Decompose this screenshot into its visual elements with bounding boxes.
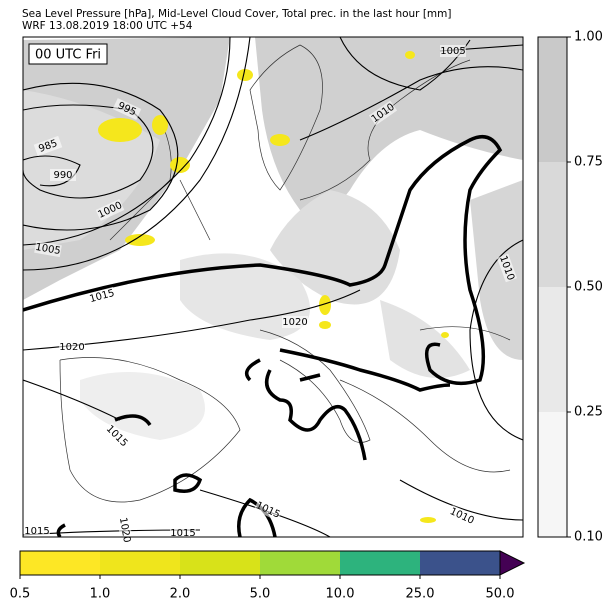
contour-label-bg <box>87 286 117 306</box>
colorbar-tick-label: 0.75 <box>574 155 603 170</box>
contour-label: 1020 <box>282 317 307 328</box>
cloud-colorbar: 0.10 0.25 0.50 0.75 1.00 <box>537 30 603 545</box>
contour-label-bg <box>33 135 63 157</box>
subtitle: WRF 13.08.2019 18:00 UTC +54 <box>22 20 193 32</box>
colorbar-segment <box>260 551 341 575</box>
contour-label: 1005 <box>34 242 61 257</box>
colorbar-extend <box>499 550 526 576</box>
colorbar-tick-label: 25.0 <box>406 587 435 602</box>
contour-label-bg <box>112 98 142 120</box>
colorbar-tick-label: 2.0 <box>170 587 191 602</box>
colorbar-tick-label: 0.50 <box>574 280 603 295</box>
contour-label-bg <box>440 45 466 57</box>
precip-colorbar: 0.5 1.0 2.0 5.0 10.0 25.0 50.0 <box>10 550 526 602</box>
contour-label: 1005 <box>440 46 465 57</box>
title: Sea Level Pressure [hPa], Mid-Level Clou… <box>22 8 452 20</box>
contour-label-bg <box>59 341 85 353</box>
contour-label: 1015 <box>170 528 195 539</box>
colorbar-segment <box>180 551 261 575</box>
time-label: 00 UTC Fri <box>35 48 101 63</box>
colorbar-segment <box>538 37 567 162</box>
contour-label-bg <box>170 527 196 539</box>
colorbar-segment <box>538 162 567 287</box>
contour-label-bg <box>103 422 131 450</box>
colorbar-segment <box>100 551 181 575</box>
colorbar-segment <box>420 551 501 575</box>
contour-label: 1020 <box>59 342 84 353</box>
colorbar-tick-label: 0.25 <box>574 405 603 420</box>
contour-label-bg <box>253 499 283 521</box>
colorbar-tick-label: 50.0 <box>486 587 515 602</box>
colorbar-tick-label: 1.0 <box>90 587 111 602</box>
map: 00 UTC Fri <box>23 37 523 537</box>
colorbar-tick-label: 10.0 <box>326 587 355 602</box>
contour-label-bg <box>95 199 125 221</box>
contour-label-bg <box>368 100 398 126</box>
colorbar-tick-label: 0.5 <box>10 587 31 602</box>
map-frame <box>22 36 524 538</box>
colorbar-tick-label: 5.0 <box>250 587 271 602</box>
contour-label-bg <box>34 240 62 258</box>
contour-label-bg <box>496 253 518 283</box>
colorbar-segment <box>538 287 567 412</box>
colorbar-tick-label: 0.10 <box>574 530 603 545</box>
colorbar-segment <box>538 412 567 537</box>
colorbar-segment <box>340 551 421 575</box>
colorbar-tick-label: 1.00 <box>574 30 603 45</box>
colorbar-segment <box>20 551 101 575</box>
contour-label-bg <box>24 525 50 537</box>
contour-label: 1015 <box>24 526 49 537</box>
contour-label-bg <box>447 505 477 527</box>
contour-label-bg <box>50 169 76 181</box>
contour-label-bg <box>282 316 308 328</box>
contour-label: 990 <box>53 170 72 181</box>
